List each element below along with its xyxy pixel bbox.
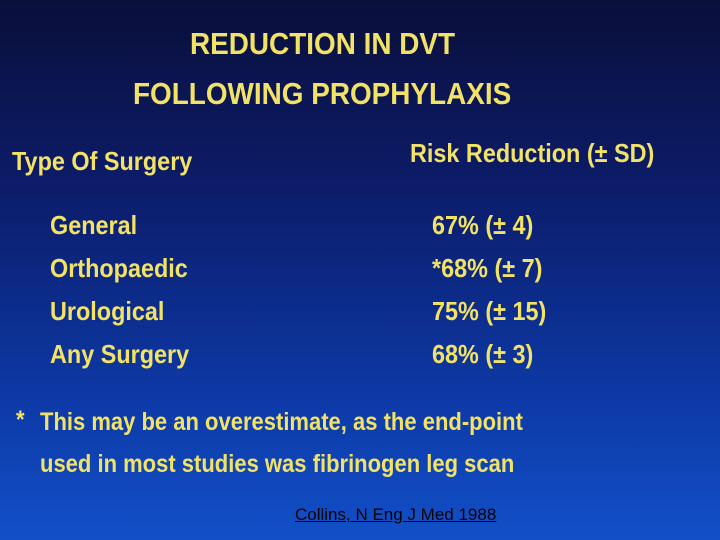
surgery-type: Urological [50, 296, 165, 326]
citation: Collins, N Eng J Med 1988 [295, 505, 497, 524]
risk-reduction: *68% (± 7) [432, 253, 543, 283]
risk-reduction: 75% (± 15) [432, 296, 547, 326]
surgery-type: Any Surgery [50, 339, 190, 369]
title-line: FOLLOWING PROPHYLAXIS [133, 76, 512, 111]
surgery-type: Orthopaedic [50, 253, 188, 283]
title-line: REDUCTION IN DVT [190, 26, 456, 61]
risk-reduction: 68% (± 3) [432, 339, 534, 369]
column-header: Type Of Surgery [12, 146, 193, 176]
column-header: Risk Reduction (± SD) [410, 138, 655, 168]
footnote-line: used in most studies was fibrinogen leg … [40, 450, 515, 478]
footnote-line: This may be an overestimate, as the end-… [40, 408, 523, 436]
risk-reduction: 67% (± 4) [432, 210, 534, 240]
surgery-type: General [50, 210, 138, 240]
footnote-marker: * [16, 406, 25, 434]
